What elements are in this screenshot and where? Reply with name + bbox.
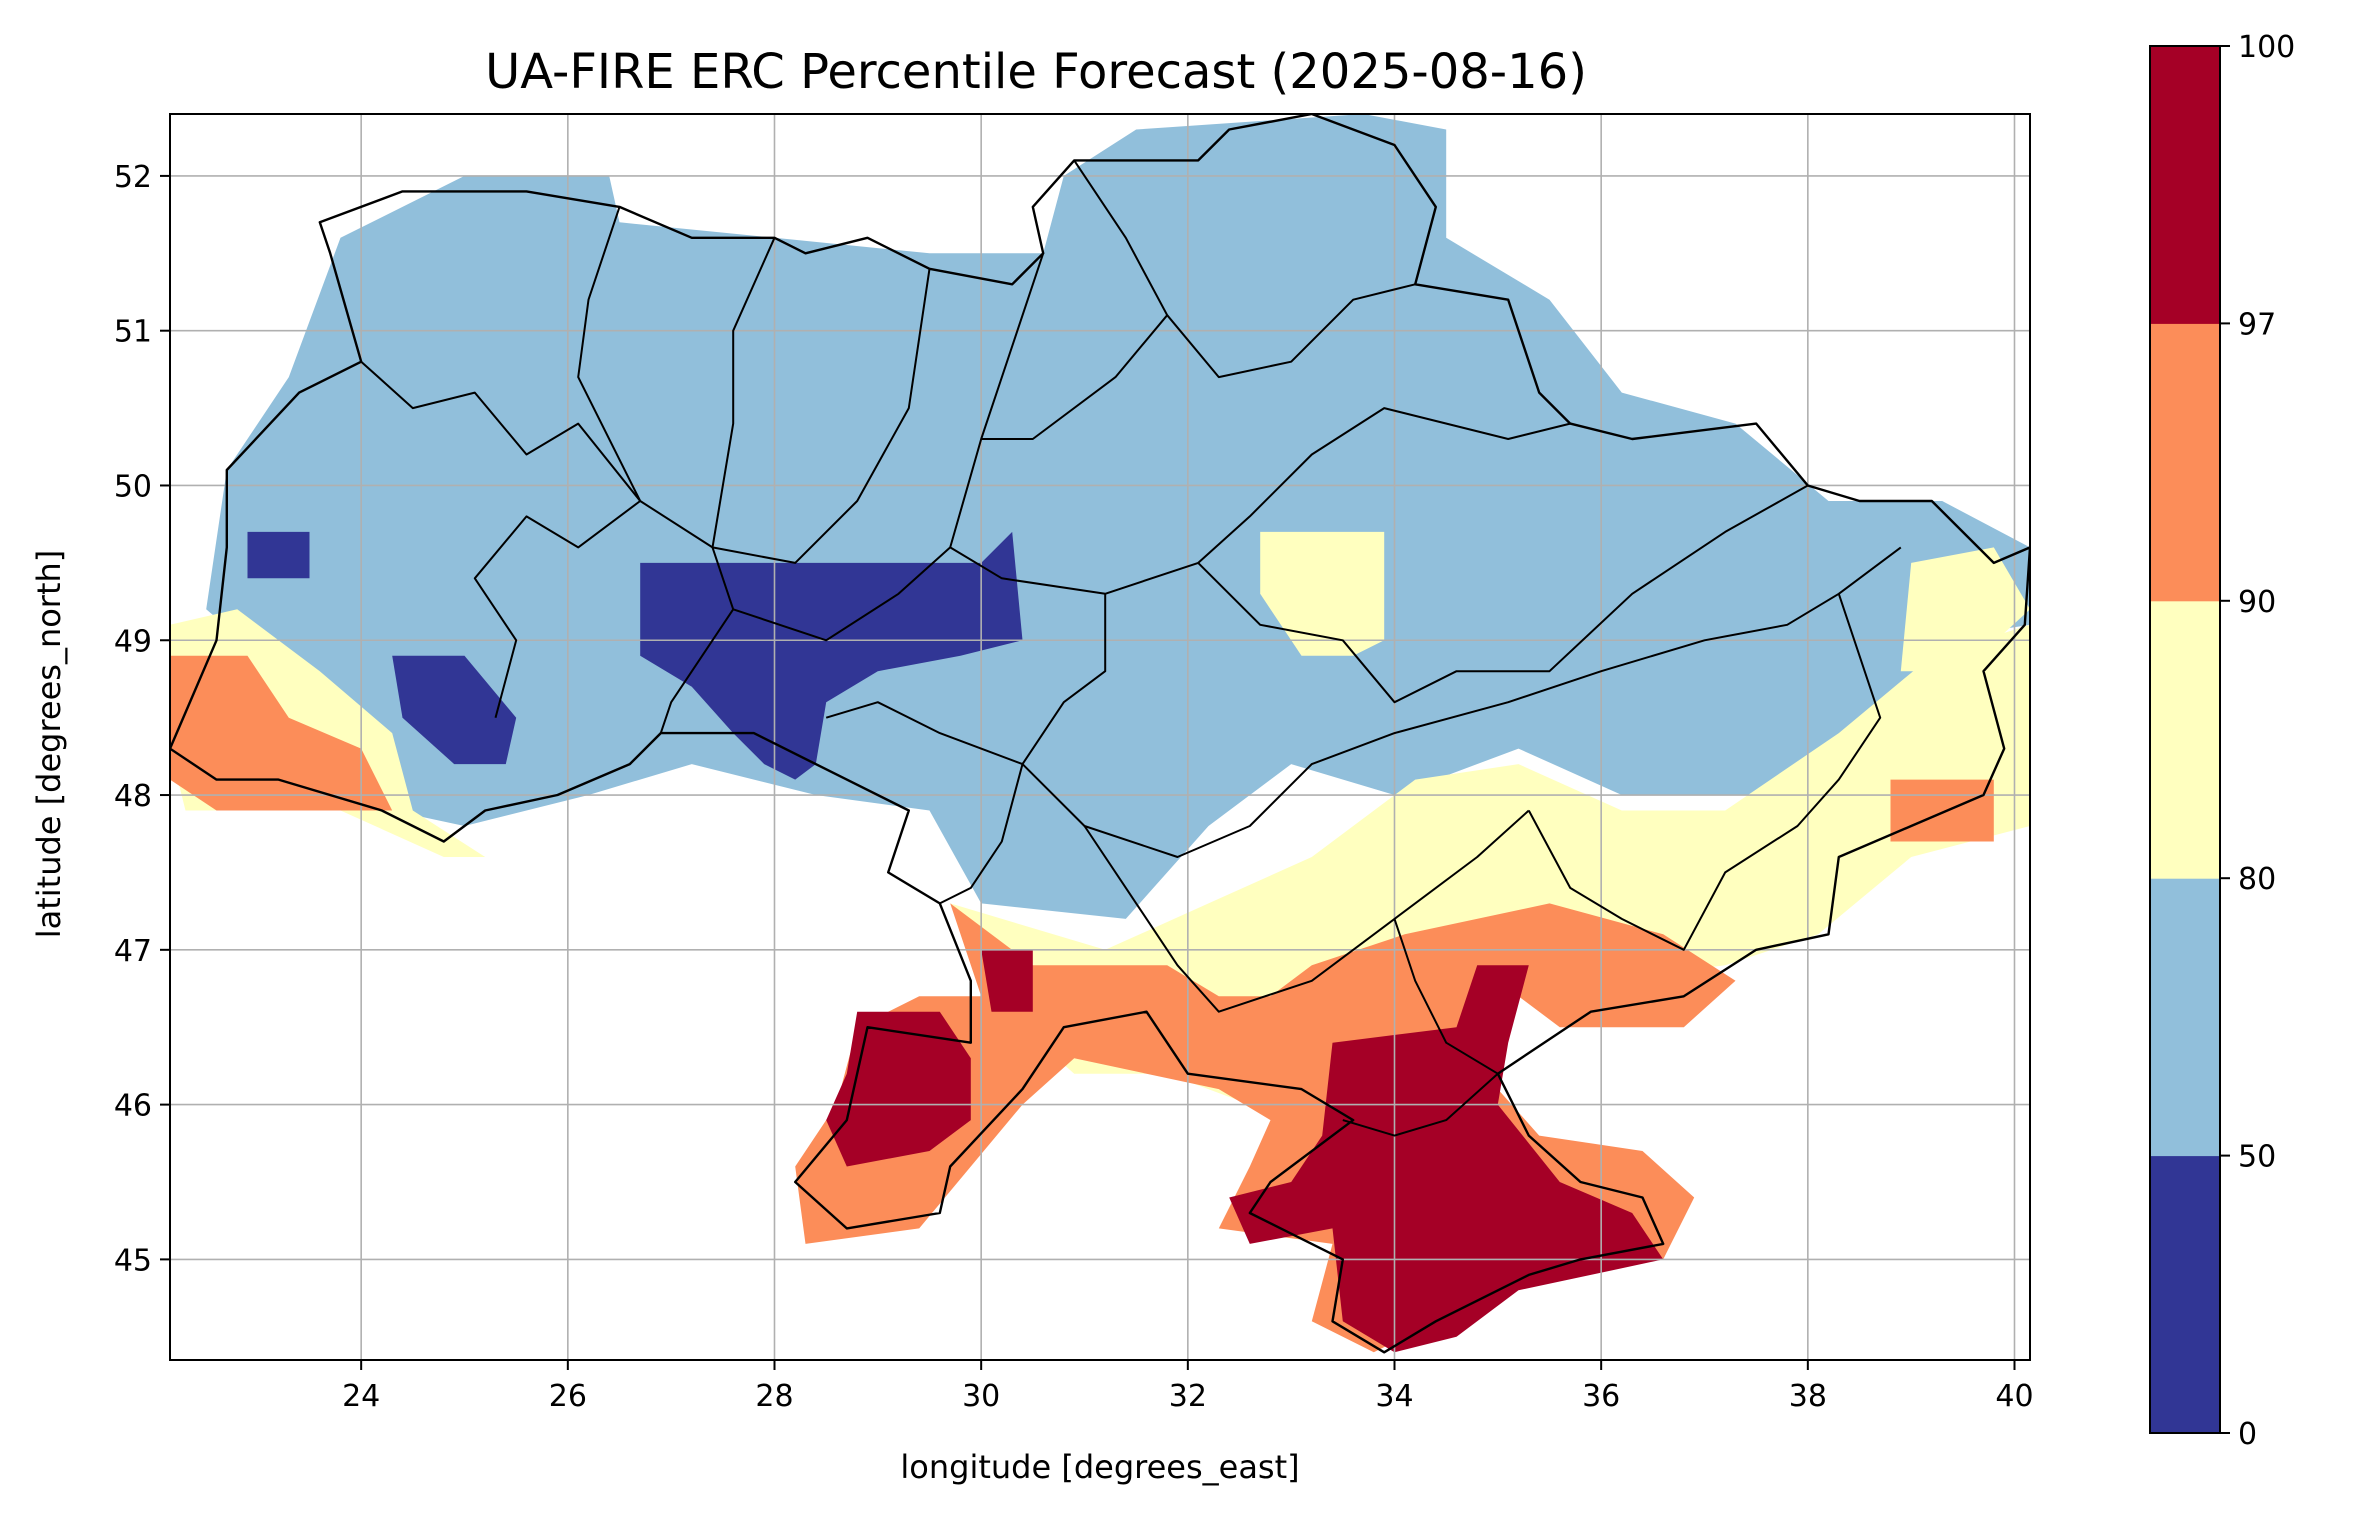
colorbar-tick-label: 80 xyxy=(2238,862,2276,897)
x-tick-label: 28 xyxy=(755,1379,793,1414)
country-border xyxy=(170,114,2030,1354)
colorbar-segment xyxy=(2150,878,2220,1157)
colorbar-segment xyxy=(2150,600,2220,879)
plot-frame xyxy=(169,113,2031,1361)
oblast-border-10 xyxy=(1083,809,1530,1013)
region-90-97-8 xyxy=(170,655,393,811)
colorbar-tick-label: 0 xyxy=(2238,1417,2257,1452)
x-tick-label: 40 xyxy=(1995,1379,2033,1414)
region-97-100-13 xyxy=(981,949,1033,1012)
oblast-border-6 xyxy=(949,407,1571,595)
y-tick-label: 50 xyxy=(114,469,152,504)
colorbar-segment xyxy=(2150,323,2220,602)
y-tick-label: 46 xyxy=(114,1089,152,1124)
colorbar-frame xyxy=(2149,45,2221,1434)
region-80-90-6 xyxy=(1260,531,1385,656)
region-80-90-5 xyxy=(950,624,2030,1105)
colorbar-tick-label: 90 xyxy=(2238,585,2276,620)
oblast-border-14 xyxy=(1342,1072,1499,1137)
percentile-regions xyxy=(170,114,2030,1353)
x-tick-label: 30 xyxy=(962,1379,1000,1414)
oblast-border-8 xyxy=(1021,546,1902,858)
y-tick-label: 51 xyxy=(114,315,152,350)
y-tick-label: 47 xyxy=(114,934,152,969)
x-tick-label: 36 xyxy=(1582,1379,1620,1414)
oblast-border-4 xyxy=(1073,159,1416,379)
colorbar-segment xyxy=(2150,46,2220,324)
region-0-50-1 xyxy=(640,531,1023,780)
oblast-border-5 xyxy=(981,314,1168,440)
y-tick-label: 52 xyxy=(114,160,152,195)
x-axis-label: longitude [degrees_east] xyxy=(900,1448,1299,1486)
x-tick-label: 26 xyxy=(549,1379,587,1414)
oblast-border-2 xyxy=(711,237,931,564)
oblast-border-11 xyxy=(1527,593,1882,951)
y-tick-label: 45 xyxy=(114,1243,152,1278)
x-tick-label: 38 xyxy=(1789,1379,1827,1414)
region-0-50-3 xyxy=(247,531,310,579)
y-axis-label: latitude [degrees_north] xyxy=(30,550,68,939)
region-0-50-2 xyxy=(392,655,517,765)
region-50-80-0 xyxy=(206,114,2030,919)
y-tick-label: 48 xyxy=(114,779,152,814)
colorbar: 0 50 80 90 97 100 xyxy=(2149,30,2295,1452)
region-90-97-10 xyxy=(1890,779,1994,842)
y-tick-label: 49 xyxy=(114,624,152,659)
oblast-border-13 xyxy=(939,763,1024,905)
x-axis-ticks: 24 26 28 30 32 34 36 38 40 xyxy=(342,1360,2034,1414)
colorbar-tick-label: 50 xyxy=(2238,1140,2276,1175)
colorbar-tick-label: 97 xyxy=(2238,307,2276,342)
oblast-border-1 xyxy=(577,206,735,734)
x-tick-label: 34 xyxy=(1375,1379,1413,1414)
map-area xyxy=(170,114,2030,1360)
colorbar-tick-label: 100 xyxy=(2238,30,2295,65)
gridlines xyxy=(170,114,2030,1360)
x-tick-label: 24 xyxy=(342,1379,380,1414)
y-axis-ticks: 45 46 47 48 49 50 51 52 xyxy=(114,160,170,1278)
x-tick-label: 32 xyxy=(1169,1379,1207,1414)
colorbar-segment xyxy=(2150,1155,2220,1434)
oblast-border-12 xyxy=(1393,918,1499,1075)
oblast-border-9 xyxy=(1197,484,1809,704)
border-lines xyxy=(170,114,2030,1354)
chart-title: UA-FIRE ERC Percentile Forecast (2025-08… xyxy=(485,44,1587,100)
